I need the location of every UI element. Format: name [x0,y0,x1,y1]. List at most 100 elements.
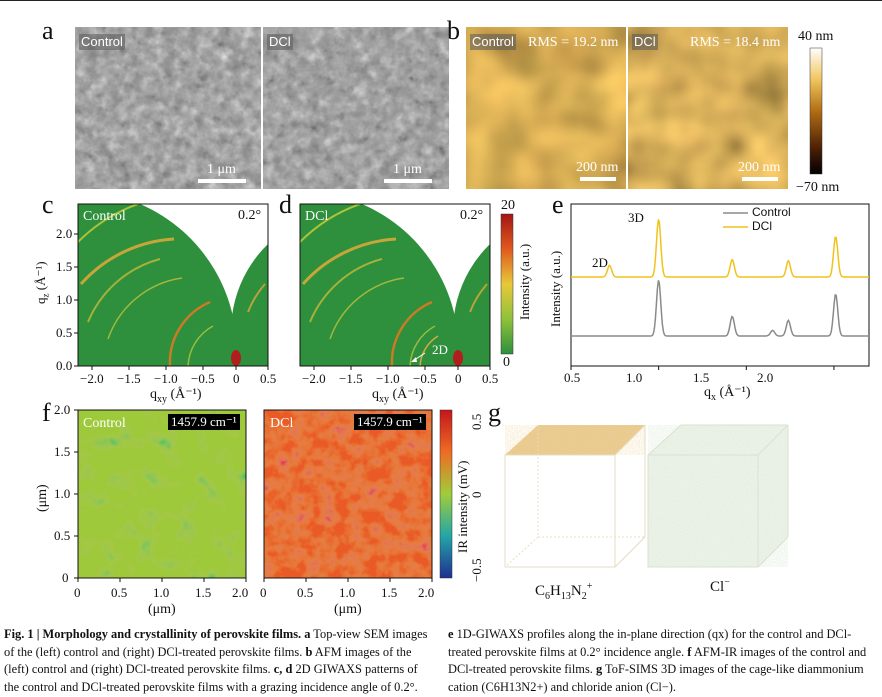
afm-control-tag: Control [470,34,516,50]
c-xtick-3: −0.5 [191,371,215,386]
panel-label-g: g [488,398,501,427]
afm-cbar-top: 40 nm [798,29,834,44]
series-line-dcl [571,219,869,278]
legend-label-control: Control [752,205,791,219]
panel-label-d: d [279,190,292,219]
f-ylabel: (μm) [35,484,50,512]
giwaxs-2d-control [78,204,268,366]
afmir-wavenumber-dcl: 1457.9 cm⁻¹ [354,414,426,430]
afm-rms-control: RMS = 19.2 nm [528,35,619,50]
d-xtick-1: −1.5 [339,371,363,386]
e-plot-frame [570,203,870,367]
sem-scale-bar-left [198,179,246,183]
d-xtick-0: −2.0 [302,371,326,386]
sem-image-dcl [263,27,449,189]
cd-ytick-1: 1.5 [56,259,73,274]
d-xlabel: qxy (Å⁻¹) [372,387,424,405]
d-xtick-2: −1.0 [376,371,400,386]
f-ytick-0: 2.0 [54,402,71,417]
panel-label-e: e [552,190,564,219]
afmir-image-control [78,410,246,578]
panel-label-b: b [447,16,460,45]
cation-formula-label: C6H13N2+ [535,581,593,602]
c-xtick-0: −2.0 [80,371,104,386]
giwaxs-1d-chart [570,203,870,370]
cd-ytick-4: 0.0 [56,358,73,373]
sem-scale-label-right: 1 μm [393,162,422,177]
panel-label-c: c [42,190,54,219]
f-left-xtick-4: 2.0 [232,585,249,600]
legend-label-dcl: DCl [752,219,772,233]
afmir-dcl-tag: DCl [270,416,294,431]
f-ytick-4: 0 [62,570,69,585]
f-ytick-3: 0.5 [54,528,71,543]
afmir-control-tag: Control [83,416,126,431]
giwaxs-dcl-angle: 0.2° [460,208,484,223]
caption-left: Fig. 1 | Morphology and crystallinity of… [4,627,428,694]
f-cbar-label: IR intensity (mV) [455,460,470,553]
series-line-control [571,280,869,337]
f-left-xtick-0: 0 [74,585,81,600]
f-right-xtick-0: 0 [260,585,267,600]
e-xtick-2: 1.5 [693,370,710,385]
afm-scale-bar-right [742,177,778,181]
afmir-image-dcl [264,410,432,578]
tofsims-cube-cation [504,424,646,568]
afm-image-control [466,27,626,189]
giwaxs-colorbar [500,213,514,355]
giwaxs-cbar-min: 0 [503,355,510,370]
f-right-xlabel: (μm) [334,602,362,617]
d-xtick-5: 0.5 [482,371,499,386]
afm-colorbar [809,47,823,175]
c-xlabel: qxy (Å⁻¹) [150,387,202,405]
caption-right: e 1D-GIWAXS profiles along the in-plane … [448,627,867,694]
afm-image-dcl [628,27,788,189]
giwaxs-control-tag: Control [83,209,126,224]
cd-ytick-3: 0.5 [56,325,73,340]
f-right-xtick-3: 1.5 [381,585,398,600]
afm-scale-bar-left [580,177,616,181]
sem-control-tag: Control [79,34,125,50]
sem-image-control [75,27,261,189]
f-left-xtick-3: 1.5 [195,585,212,600]
peak-label-3d: 3D [628,210,644,225]
e-xtick-3: 2.0 [757,370,774,385]
afm-scale-label-right: 200 nm [738,160,781,175]
giwaxs-dcl-tag: DCl [305,209,329,224]
cd-ytick-0: 2.0 [56,226,73,241]
afm-dcl-tag: DCl [632,34,658,50]
giwaxs-cbar-max: 20 [501,198,515,213]
peak-label-2d: 2D [592,255,608,270]
afm-rms-dcl: RMS = 18.4 nm [690,35,781,50]
panel-label-a: a [42,16,54,45]
sem-scale-bar-right [384,179,432,183]
e-xtick-1: 1.0 [626,370,643,385]
e-xtick-0: 0.5 [564,370,581,385]
c-xtick-5: 0.5 [260,371,277,386]
f-cbar-tick-1: 0 [469,491,484,499]
f-right-xtick-1: 0.5 [297,585,314,600]
sem-scale-label-left: 1 μm [207,162,236,177]
cd-ytick-2: 1.0 [56,292,73,307]
afm-scale-label-left: 200 nm [576,160,619,175]
sem-dcl-tag: DCl [267,34,293,50]
giwaxs-2d-annotation: 2D [432,342,448,357]
f-right-xtick-4: 2.0 [418,585,435,600]
d-xtick-3: −0.5 [413,371,437,386]
f-right-xtick-2: 1.0 [339,585,356,600]
f-cbar-tick-2: −0.5 [469,558,484,582]
e-xlabel: qx (Å⁻¹) [704,385,751,403]
chloride-formula-label: Cl− [710,577,730,595]
top-rule [0,0,882,1]
d-xtick-4: 0 [455,371,462,386]
c-xtick-2: −1.0 [154,371,178,386]
tofsims-cube-chloride [647,424,789,568]
f-left-xlabel: (μm) [148,602,176,617]
giwaxs-control-angle: 0.2° [238,208,262,223]
f-ytick-1: 1.5 [54,444,71,459]
afm-cbar-bottom: −70 nm [796,180,840,195]
f-ytick-2: 1.0 [54,486,71,501]
panel-label-f: f [42,398,51,427]
